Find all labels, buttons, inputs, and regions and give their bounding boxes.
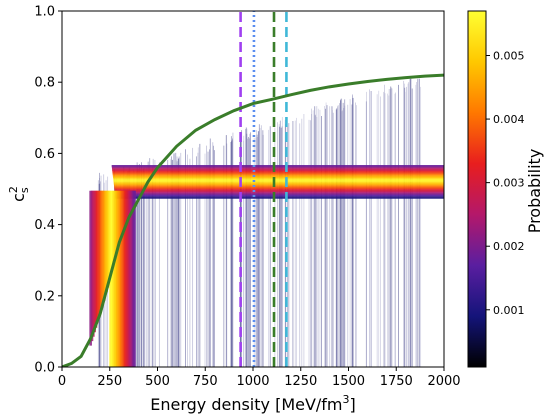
x-tick-label: 500 — [145, 374, 170, 389]
series-point — [109, 277, 111, 279]
series-point — [214, 119, 216, 120]
series-point — [233, 110, 235, 112]
y-tick-label: 1.0 — [34, 5, 55, 20]
colorbar-axis: 0.001 0.002 0.003 0.004 0.005 — [486, 50, 525, 317]
series-point — [90, 338, 92, 339]
y-axis-title: c2s — [7, 186, 31, 202]
y-tick-label: 0.2 — [34, 289, 55, 304]
series-point — [138, 199, 139, 201]
y-tick-label: 0.4 — [34, 218, 55, 233]
series-point — [329, 86, 330, 88]
series-point — [424, 75, 426, 77]
onset-band — [89, 190, 136, 367]
x-tick-label: 750 — [193, 374, 218, 389]
x-tick-label: 250 — [97, 374, 122, 389]
series-point — [195, 129, 197, 131]
series-point — [118, 242, 120, 243]
series-point — [348, 83, 349, 85]
series-point — [405, 77, 407, 78]
series-point — [367, 81, 368, 82]
x-axis-title: Energy density [MeV/fm3] — [150, 393, 356, 414]
series-point — [128, 217, 130, 218]
x-tick-label: 0 — [58, 374, 66, 389]
series-point — [252, 103, 254, 104]
y-axis: 0.0 0.2 0.4 0.6 0.8 1.0 — [34, 5, 62, 376]
series-point — [71, 363, 72, 364]
x-tick-label: 2000 — [427, 374, 460, 389]
x-tick-label: 1000 — [236, 374, 269, 389]
series-point — [166, 156, 168, 158]
series-point — [80, 355, 82, 357]
colorbar-tick-label: 0.001 — [493, 304, 525, 317]
colorbar-tick-label: 0.002 — [493, 240, 525, 253]
series-point — [176, 145, 178, 147]
colorbar-tick-label: 0.003 — [493, 177, 525, 190]
plot-area — [62, 11, 444, 367]
series-point — [290, 94, 292, 96]
colorbar-tick-label: 0.005 — [493, 50, 525, 63]
series-point — [157, 167, 158, 169]
series-point — [99, 313, 101, 314]
x-tick-label: 1750 — [380, 374, 413, 389]
series-point — [271, 98, 273, 100]
series-point — [147, 181, 149, 183]
background-lines — [97, 78, 422, 367]
colorbar-tick-label: 0.004 — [493, 113, 525, 126]
y-tick-label: 0.6 — [34, 147, 55, 162]
plateau-band — [111, 164, 444, 199]
y-tick-label: 0.8 — [34, 76, 55, 91]
series-point — [386, 78, 388, 80]
y-tick-label: 0.0 — [34, 361, 55, 376]
x-axis: 0 250 500 750 1000 1250 1500 1750 2000 — [58, 367, 461, 389]
colorbar — [467, 10, 487, 368]
x-tick-label: 1500 — [332, 374, 365, 389]
x-tick-label: 1250 — [284, 374, 317, 389]
colorbar-label: Probability — [525, 149, 544, 234]
series-point — [309, 89, 311, 91]
